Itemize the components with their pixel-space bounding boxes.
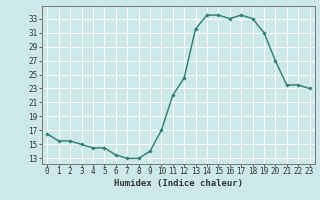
X-axis label: Humidex (Indice chaleur): Humidex (Indice chaleur): [114, 179, 243, 188]
